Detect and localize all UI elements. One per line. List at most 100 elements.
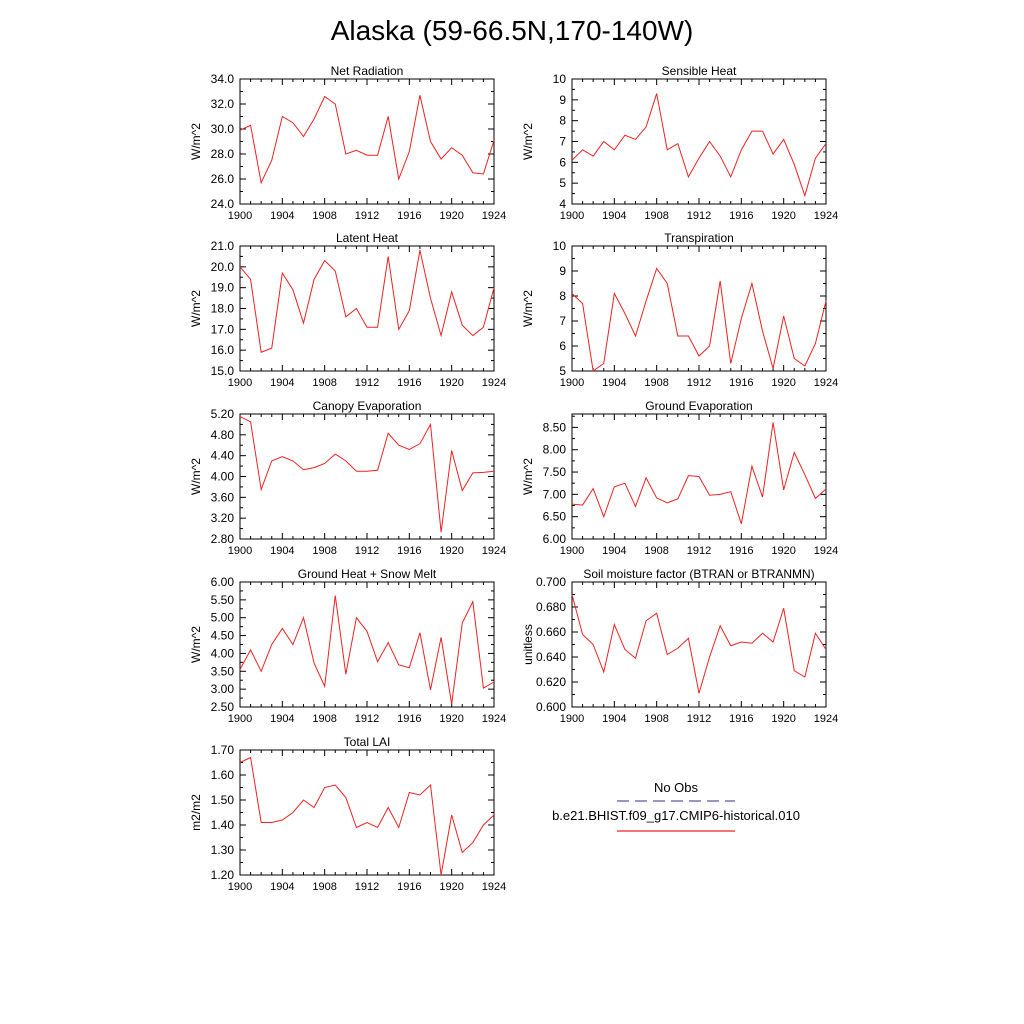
plot-frame	[239, 581, 495, 708]
y-tick-label: 3.50	[211, 664, 235, 678]
x-tick-label: 1912	[355, 881, 379, 893]
y-tick-label: 28.0	[211, 147, 235, 161]
x-tick-label: 1924	[814, 210, 838, 222]
y-axis-label: unitless	[521, 624, 535, 665]
x-tick-label: 1920	[771, 545, 795, 557]
x-tick-label: 1912	[355, 210, 379, 222]
series-line	[239, 416, 495, 533]
x-tick-label: 1924	[482, 713, 506, 725]
panel-sensible-heat: Sensible Heat W/m^2 4 5 6 7 8 9 10 1900 1904 1908 19…	[521, 64, 838, 222]
x-tick-label: 1920	[771, 377, 795, 389]
y-tick-label: 7.50	[543, 465, 567, 479]
series-line	[239, 95, 495, 185]
series-line	[571, 93, 827, 198]
y-tick-label: 18.0	[211, 302, 235, 316]
x-tick-label: 1920	[771, 713, 795, 725]
y-tick-label: 2.50	[211, 700, 235, 714]
y-tick-label: 5	[559, 176, 566, 190]
x-tick-label: 1912	[355, 545, 379, 557]
y-tick-label: 17.0	[211, 322, 235, 336]
x-tick-label: 1916	[397, 210, 421, 222]
y-axis-label: W/m^2	[189, 290, 203, 327]
y-tick-label: 24.0	[211, 197, 235, 211]
y-tick-label: 3.20	[211, 511, 235, 525]
series-line	[571, 422, 827, 524]
x-tick-label: 1908	[312, 377, 336, 389]
x-tick-label: 1908	[312, 881, 336, 893]
y-tick-label: 5.00	[211, 611, 235, 625]
y-tick-label: 0.660	[536, 625, 566, 639]
y-tick-label: 1.50	[211, 793, 235, 807]
x-tick-label: 1920	[771, 210, 795, 222]
series-line	[239, 595, 495, 705]
x-tick-label: 1916	[397, 377, 421, 389]
y-tick-label: 10	[553, 239, 567, 253]
x-tick-label: 1912	[355, 377, 379, 389]
x-tick-label: 1920	[439, 210, 463, 222]
panel-title: Canopy Evaporation	[313, 399, 422, 413]
x-tick-label: 1916	[729, 713, 753, 725]
y-tick-label: 1.20	[211, 868, 235, 882]
y-tick-label: 19.0	[211, 281, 235, 295]
x-tick-label: 1904	[270, 881, 294, 893]
panel-title: Ground Heat + Snow Melt	[298, 567, 437, 581]
y-tick-label: 4.80	[211, 428, 235, 442]
y-tick-label: 10	[553, 72, 567, 86]
x-tick-label: 1904	[270, 377, 294, 389]
panel-title: Latent Heat	[336, 231, 399, 245]
y-tick-label: 34.0	[211, 72, 235, 86]
x-tick-label: 1900	[228, 545, 252, 557]
panel-ground-heat-snow-melt: Ground Heat + Snow Melt W/m^2 2.50 3.00 3.50…	[189, 567, 506, 725]
y-tick-label: 1.40	[211, 818, 235, 832]
x-tick-label: 1920	[439, 881, 463, 893]
panel-title: Sensible Heat	[662, 64, 737, 78]
y-tick-label: 4	[559, 197, 566, 211]
plot-frame	[239, 749, 495, 876]
legend: No Obs b.e21.BHIST.f09_g17.CMIP6-histori…	[552, 780, 800, 832]
y-tick-label: 1.60	[211, 768, 235, 782]
y-tick-label: 4.00	[211, 646, 235, 660]
x-tick-label: 1924	[814, 545, 838, 557]
x-tick-label: 1904	[602, 545, 626, 557]
x-tick-label: 1912	[355, 713, 379, 725]
panels: Net Radiation W/m^2 24.0 26.0 28.0 30.0 32.0 34…	[189, 64, 838, 893]
y-axis-label: W/m^2	[189, 123, 203, 160]
y-tick-label: 6.50	[543, 510, 567, 524]
x-tick-label: 1912	[687, 545, 711, 557]
y-tick-label: 8	[559, 289, 566, 303]
y-axis-label: W/m^2	[521, 290, 535, 327]
y-tick-label: 0.680	[536, 600, 566, 614]
y-axis-label: W/m^2	[521, 458, 535, 495]
y-tick-label: 0.640	[536, 650, 566, 664]
y-tick-label: 6.00	[543, 532, 567, 546]
y-tick-label: 9	[559, 264, 566, 278]
x-tick-label: 1900	[560, 210, 584, 222]
panel-latent-heat: Latent Heat W/m^2 15.0 16.0 17.0 18.0 19.0 20.0…	[189, 231, 506, 389]
x-tick-label: 1916	[397, 545, 421, 557]
x-tick-label: 1900	[228, 210, 252, 222]
y-tick-label: 4.50	[211, 629, 235, 643]
x-tick-label: 1900	[228, 881, 252, 893]
panel-transpiration: Transpiration W/m^2 5 6 7 8 9 10 1900 1904 1908 191…	[521, 231, 838, 389]
panel-ground-evaporation: Ground Evaporation W/m^2 6.00 6.50 7.00 7.50 8…	[521, 399, 838, 557]
y-tick-label: 30.0	[211, 122, 235, 136]
x-tick-label: 1920	[439, 377, 463, 389]
x-tick-label: 1924	[482, 545, 506, 557]
x-tick-label: 1924	[482, 377, 506, 389]
y-axis-label: m2/m2	[189, 794, 203, 831]
y-tick-label: 8.00	[543, 443, 567, 457]
panel-total-lai: Total LAI m2/m2 1.20 1.30 1.40 1.50 1.60 1.70 19…	[189, 735, 506, 893]
x-tick-label: 1912	[687, 210, 711, 222]
x-tick-label: 1904	[270, 545, 294, 557]
y-tick-label: 8	[559, 114, 566, 128]
series-line	[571, 594, 827, 694]
y-tick-label: 9	[559, 93, 566, 107]
panel-title: Transpiration	[664, 231, 734, 245]
x-tick-label: 1924	[482, 881, 506, 893]
x-tick-label: 1900	[560, 713, 584, 725]
series-line	[239, 756, 495, 876]
x-tick-label: 1900	[228, 377, 252, 389]
y-tick-label: 7.00	[543, 487, 567, 501]
y-tick-label: 21.0	[211, 239, 235, 253]
